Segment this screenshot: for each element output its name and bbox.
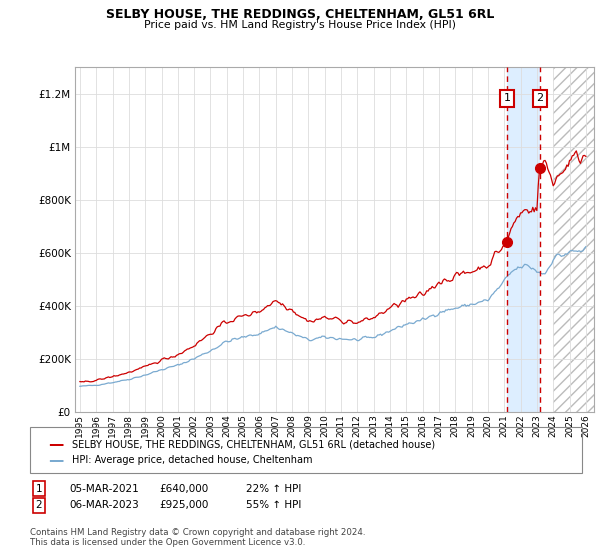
Bar [553, 67, 600, 412]
Text: —: — [48, 453, 64, 468]
Text: 22% ↑ HPI: 22% ↑ HPI [246, 484, 301, 494]
Text: 06-MAR-2023: 06-MAR-2023 [69, 500, 139, 510]
Text: SELBY HOUSE, THE REDDINGS, CHELTENHAM, GL51 6RL: SELBY HOUSE, THE REDDINGS, CHELTENHAM, G… [106, 8, 494, 21]
Text: Price paid vs. HM Land Registry's House Price Index (HPI): Price paid vs. HM Land Registry's House … [144, 20, 456, 30]
Text: Contains HM Land Registry data © Crown copyright and database right 2024.
This d: Contains HM Land Registry data © Crown c… [30, 528, 365, 547]
Text: HPI: Average price, detached house, Cheltenham: HPI: Average price, detached house, Chel… [72, 455, 313, 465]
Text: 55% ↑ HPI: 55% ↑ HPI [246, 500, 301, 510]
Text: 05-MAR-2021: 05-MAR-2021 [69, 484, 139, 494]
Text: £925,000: £925,000 [159, 500, 208, 510]
Text: 1: 1 [35, 484, 43, 494]
Bar [507, 67, 539, 412]
Text: 1: 1 [503, 93, 511, 103]
Text: —: — [48, 437, 64, 451]
Bar [553, 67, 600, 412]
Text: 2: 2 [536, 93, 543, 103]
Text: £640,000: £640,000 [159, 484, 208, 494]
Text: SELBY HOUSE, THE REDDINGS, CHELTENHAM, GL51 6RL (detached house): SELBY HOUSE, THE REDDINGS, CHELTENHAM, G… [72, 439, 435, 449]
Text: 2: 2 [35, 500, 43, 510]
